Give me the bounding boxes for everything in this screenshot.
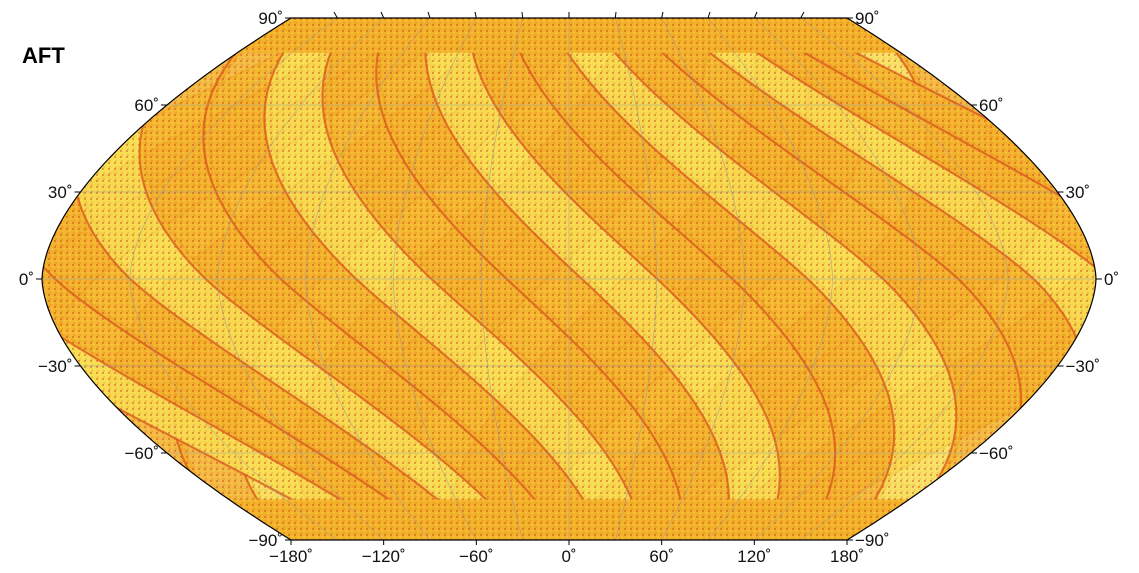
- lat-label-left: 30˚: [48, 183, 73, 202]
- lat-label-right: 90˚: [855, 9, 880, 28]
- longitude-labels: −180˚ −120˚ −60˚ 0˚ 60˚ 120˚ 180˚: [269, 11, 864, 566]
- lon-label: 120˚: [737, 547, 771, 566]
- swath-texture: [264, 23, 646, 535]
- swath-texture: [509, 23, 900, 535]
- lat-label-left: −30˚: [38, 357, 73, 376]
- map-title: AFT: [22, 43, 65, 68]
- lon-label: 0˚: [561, 547, 576, 566]
- top-tick: [800, 11, 805, 19]
- top-tick: [380, 11, 385, 19]
- lat-label-right: 60˚: [979, 96, 1004, 115]
- lat-label-left: 0˚: [19, 270, 34, 289]
- lon-label: 60˚: [649, 547, 674, 566]
- lon-label: −180˚: [269, 547, 313, 566]
- lat-label-left: 90˚: [258, 9, 283, 28]
- top-tick: [661, 11, 664, 19]
- top-tick: [333, 11, 338, 19]
- lat-label-right: −90˚: [855, 531, 890, 550]
- latitude-labels-left: 90˚ 60˚ 30˚ 0˚ −30˚ −60˚ −90˚: [19, 9, 1102, 550]
- lat-label-left: 60˚: [134, 96, 159, 115]
- lat-label-right: 30˚: [1066, 183, 1091, 202]
- lon-label: −120˚: [362, 547, 406, 566]
- top-tick: [753, 11, 758, 19]
- lat-label-right: 0˚: [1104, 270, 1119, 289]
- lat-label-right: −30˚: [1066, 357, 1101, 376]
- lon-label: 180˚: [830, 547, 864, 566]
- lon-label: −60˚: [459, 547, 494, 566]
- lat-label-right: −60˚: [979, 444, 1014, 463]
- top-tick: [427, 11, 431, 19]
- top-tick: [707, 11, 711, 19]
- top-tick: [614, 11, 617, 19]
- latitude-labels-right: 90˚ 60˚ 30˚ 0˚ −30˚ −60˚ −90˚: [855, 9, 1119, 550]
- top-tick: [521, 11, 524, 19]
- lat-label-left: −60˚: [125, 444, 160, 463]
- swath-texture: [468, 23, 841, 535]
- top-tick: [474, 11, 477, 19]
- lat-label-left: −90˚: [249, 531, 284, 550]
